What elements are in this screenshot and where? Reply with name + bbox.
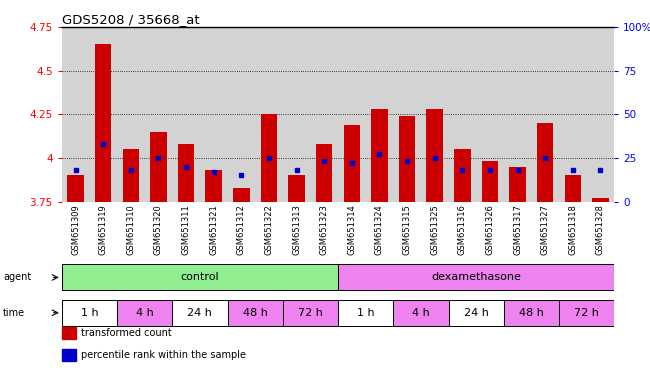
Text: GSM651327: GSM651327 xyxy=(541,205,550,255)
Bar xyxy=(261,114,277,202)
Text: 4 h: 4 h xyxy=(136,308,153,318)
Bar xyxy=(62,265,338,290)
Text: 4 h: 4 h xyxy=(412,308,430,318)
Text: GSM651323: GSM651323 xyxy=(320,205,329,255)
Text: GSM651310: GSM651310 xyxy=(126,205,135,255)
Bar xyxy=(482,161,498,202)
Text: GDS5208 / 35668_at: GDS5208 / 35668_at xyxy=(62,13,200,26)
Bar xyxy=(393,300,448,326)
Bar xyxy=(448,300,504,326)
Text: GSM651311: GSM651311 xyxy=(181,205,190,255)
Text: 24 h: 24 h xyxy=(187,308,213,318)
Text: GSM651321: GSM651321 xyxy=(209,205,218,255)
Text: 1 h: 1 h xyxy=(357,308,374,318)
Bar xyxy=(117,300,172,326)
Bar xyxy=(68,175,84,202)
Text: GSM651318: GSM651318 xyxy=(568,205,577,255)
Bar xyxy=(454,149,471,202)
Text: GSM651324: GSM651324 xyxy=(375,205,384,255)
Bar xyxy=(426,109,443,202)
Bar xyxy=(178,144,194,202)
Bar xyxy=(592,198,608,202)
Bar xyxy=(559,300,614,326)
Bar xyxy=(504,300,559,326)
Bar xyxy=(510,167,526,202)
Text: GSM651314: GSM651314 xyxy=(347,205,356,255)
Bar xyxy=(172,300,227,326)
Text: GSM651319: GSM651319 xyxy=(99,205,108,255)
Bar xyxy=(371,109,387,202)
Text: transformed count: transformed count xyxy=(81,328,172,338)
Bar xyxy=(564,175,581,202)
Text: GSM651325: GSM651325 xyxy=(430,205,439,255)
Text: GSM651312: GSM651312 xyxy=(237,205,246,255)
Text: GSM651317: GSM651317 xyxy=(513,205,522,255)
Text: dexamethasone: dexamethasone xyxy=(431,272,521,283)
Bar xyxy=(338,300,393,326)
Bar xyxy=(398,116,415,202)
Bar xyxy=(95,44,112,202)
Text: 48 h: 48 h xyxy=(242,308,268,318)
Text: GSM651322: GSM651322 xyxy=(265,205,274,255)
Text: 72 h: 72 h xyxy=(574,308,599,318)
Bar xyxy=(122,149,139,202)
Bar xyxy=(227,300,283,326)
Text: 24 h: 24 h xyxy=(463,308,489,318)
Text: agent: agent xyxy=(3,272,31,283)
Text: GSM651313: GSM651313 xyxy=(292,205,301,255)
Text: control: control xyxy=(181,272,219,283)
Bar xyxy=(343,125,360,202)
Text: GSM651316: GSM651316 xyxy=(458,205,467,255)
Text: 1 h: 1 h xyxy=(81,308,98,318)
Text: GSM651326: GSM651326 xyxy=(486,205,495,255)
Text: time: time xyxy=(3,308,25,318)
Bar xyxy=(150,132,167,202)
Text: GSM651315: GSM651315 xyxy=(402,205,411,255)
Text: 48 h: 48 h xyxy=(519,308,544,318)
Bar xyxy=(283,300,338,326)
Bar xyxy=(288,175,305,202)
Bar xyxy=(537,123,554,202)
Bar xyxy=(338,265,614,290)
Text: GSM651320: GSM651320 xyxy=(154,205,163,255)
Text: percentile rank within the sample: percentile rank within the sample xyxy=(81,350,246,360)
Bar xyxy=(233,188,250,202)
Bar xyxy=(62,300,117,326)
Text: 72 h: 72 h xyxy=(298,308,323,318)
Text: GSM651309: GSM651309 xyxy=(71,205,80,255)
Bar xyxy=(205,170,222,202)
Text: GSM651328: GSM651328 xyxy=(596,205,605,255)
Bar xyxy=(316,144,332,202)
